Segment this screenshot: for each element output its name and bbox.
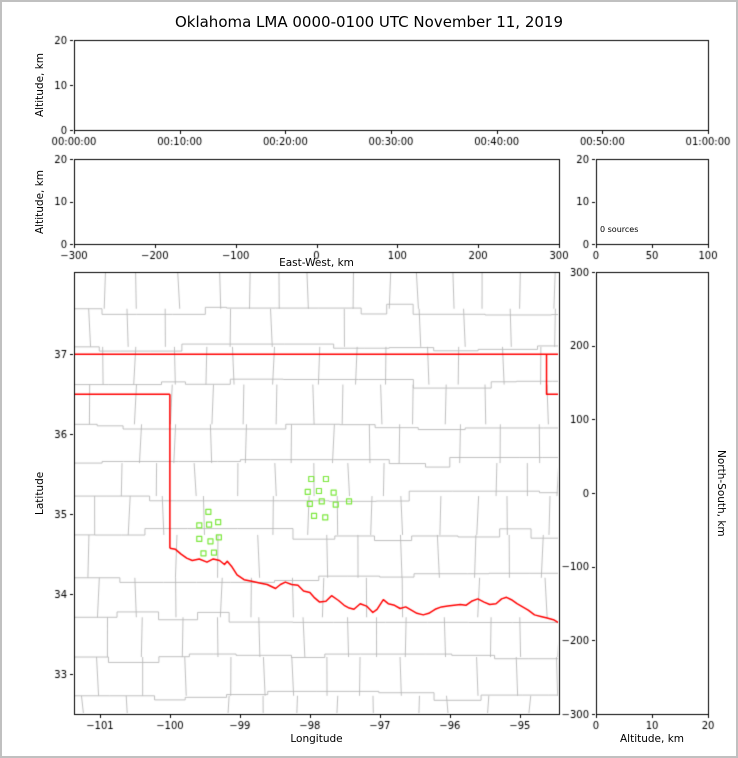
- ew-panel-xlabel: East-West, km: [279, 257, 354, 269]
- map-xlabel: Longitude: [290, 733, 343, 745]
- ew-panel-ylabel: Altitude, km: [34, 169, 46, 234]
- ns-panel-xlabel: Altitude, km: [619, 733, 684, 745]
- map-ylabel: Latitude: [34, 471, 46, 515]
- ns-panel-right-label: North-South, km: [715, 449, 727, 537]
- figure-title: Oklahoma LMA 0000-0100 UTC November 11, …: [174, 13, 564, 31]
- time-panel-ylabel: Altitude, km: [34, 53, 46, 118]
- sources-count-annotation: 0 sources: [600, 225, 639, 234]
